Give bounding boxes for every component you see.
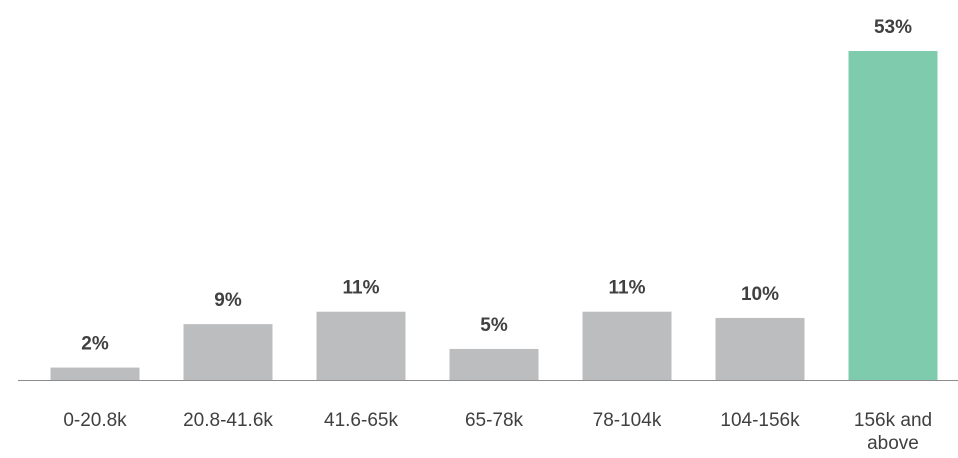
bar-2 <box>316 311 406 380</box>
category-label-5: 104-156k <box>720 410 800 431</box>
category-label-2: 41.6-65k <box>324 410 398 431</box>
bar-4 <box>582 311 672 380</box>
category-label-6: 156k and above <box>854 410 932 454</box>
category-label-3: 65-78k <box>465 410 524 431</box>
bar-0 <box>50 367 140 380</box>
value-label-0: 2% <box>81 334 109 355</box>
bar-6 <box>848 51 938 380</box>
category-label-4: 78-104k <box>593 410 662 431</box>
value-label-5: 10% <box>741 284 779 305</box>
value-label-3: 5% <box>480 315 508 336</box>
category-labels-layer: 0-20.8k 20.8-41.6k 41.6-65k 65-78k 78-104k 10… <box>63 410 932 454</box>
value-label-4: 11% <box>609 278 646 299</box>
bar-3 <box>449 348 539 380</box>
category-label-0: 0-20.8k <box>63 410 127 431</box>
bar-1 <box>183 324 273 380</box>
bars-layer <box>50 51 938 380</box>
value-labels-layer: 2% 9% 11% 5% 11% 10% 53% <box>81 17 912 355</box>
value-label-2: 11% <box>343 278 380 299</box>
value-label-1: 9% <box>214 290 242 311</box>
bar-5 <box>715 317 805 380</box>
category-label-1: 20.8-41.6k <box>183 410 273 431</box>
value-label-6: 53% <box>874 17 912 38</box>
